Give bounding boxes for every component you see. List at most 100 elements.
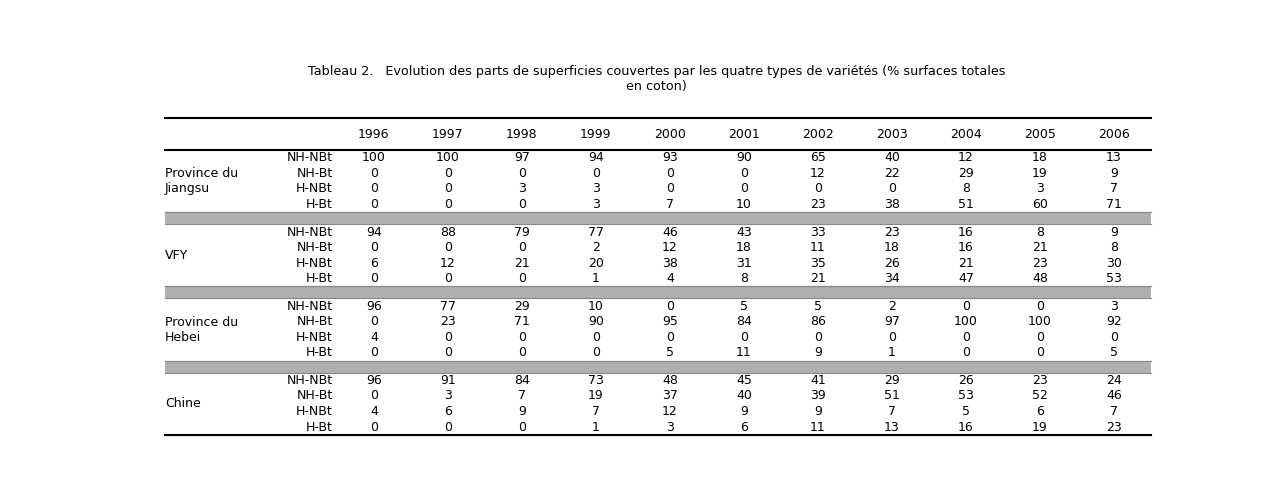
Text: H-Bt: H-Bt <box>306 346 333 359</box>
Text: NH-Bt: NH-Bt <box>297 241 333 254</box>
Text: 0: 0 <box>443 198 452 211</box>
Text: 11: 11 <box>810 241 826 254</box>
Text: 0: 0 <box>666 183 674 196</box>
Text: 9: 9 <box>813 405 822 418</box>
Text: 0: 0 <box>370 241 378 254</box>
Text: 0: 0 <box>962 346 970 359</box>
Text: 0: 0 <box>518 167 526 180</box>
Text: 0: 0 <box>370 198 378 211</box>
Bar <box>165 287 1150 298</box>
Text: 0: 0 <box>370 183 378 196</box>
Text: Tableau 2.   Evolution des parts de superficies couvertes par les quatre types d: Tableau 2. Evolution des parts de superf… <box>307 65 1006 93</box>
Text: H-Bt: H-Bt <box>306 272 333 285</box>
Text: 100: 100 <box>954 315 977 328</box>
Text: 1: 1 <box>592 421 600 434</box>
Text: NH-NBt: NH-NBt <box>287 151 333 164</box>
Text: 0: 0 <box>443 331 452 344</box>
Text: 0: 0 <box>443 241 452 254</box>
Text: 52: 52 <box>1032 390 1048 402</box>
Text: 2: 2 <box>592 241 600 254</box>
Text: 86: 86 <box>810 315 826 328</box>
Text: 0: 0 <box>666 167 674 180</box>
Text: 13: 13 <box>884 421 899 434</box>
Text: 26: 26 <box>958 374 974 387</box>
Text: 16: 16 <box>958 241 974 254</box>
Text: 0: 0 <box>1036 331 1044 344</box>
Text: 6: 6 <box>370 256 378 270</box>
Text: 3: 3 <box>592 198 600 211</box>
Text: 1998: 1998 <box>506 128 538 141</box>
Text: 12: 12 <box>958 151 974 164</box>
Text: 100: 100 <box>1027 315 1052 328</box>
Text: 53: 53 <box>1106 272 1122 285</box>
Text: 84: 84 <box>514 374 530 387</box>
Text: 10: 10 <box>737 198 752 211</box>
Text: 0: 0 <box>370 272 378 285</box>
Text: 29: 29 <box>884 374 899 387</box>
Text: 77: 77 <box>588 226 603 239</box>
Text: 16: 16 <box>958 226 974 239</box>
Text: 26: 26 <box>884 256 899 270</box>
Text: 0: 0 <box>592 331 600 344</box>
Text: 29: 29 <box>958 167 974 180</box>
Text: 9: 9 <box>518 405 525 418</box>
Text: NH-Bt: NH-Bt <box>297 390 333 402</box>
Text: 29: 29 <box>514 300 530 313</box>
Text: 65: 65 <box>810 151 826 164</box>
Text: 0: 0 <box>666 331 674 344</box>
Text: 9: 9 <box>1109 167 1118 180</box>
Text: 79: 79 <box>514 226 530 239</box>
Text: 0: 0 <box>813 331 822 344</box>
Text: 20: 20 <box>588 256 603 270</box>
Text: 0: 0 <box>518 241 526 254</box>
Text: 91: 91 <box>439 374 456 387</box>
Text: 96: 96 <box>366 300 382 313</box>
Text: 0: 0 <box>962 300 970 313</box>
Text: 0: 0 <box>518 346 526 359</box>
Text: 38: 38 <box>884 198 899 211</box>
Text: 84: 84 <box>737 315 752 328</box>
Text: 0: 0 <box>443 272 452 285</box>
Text: 71: 71 <box>514 315 530 328</box>
Text: 0: 0 <box>443 421 452 434</box>
Text: 94: 94 <box>366 226 382 239</box>
Text: 19: 19 <box>1032 421 1048 434</box>
Text: 0: 0 <box>370 421 378 434</box>
Text: 6: 6 <box>445 405 452 418</box>
Text: 71: 71 <box>1106 198 1122 211</box>
Text: 0: 0 <box>518 272 526 285</box>
Text: 45: 45 <box>737 374 752 387</box>
Text: 3: 3 <box>1036 183 1044 196</box>
Text: 30: 30 <box>1106 256 1122 270</box>
Text: 23: 23 <box>1032 374 1048 387</box>
Text: 21: 21 <box>958 256 974 270</box>
Text: 37: 37 <box>662 390 678 402</box>
Text: 90: 90 <box>588 315 603 328</box>
Text: 38: 38 <box>662 256 678 270</box>
Text: 23: 23 <box>884 226 899 239</box>
Bar <box>165 212 1150 224</box>
Text: 40: 40 <box>884 151 899 164</box>
Text: 7: 7 <box>592 405 600 418</box>
Text: 0: 0 <box>888 183 895 196</box>
Text: 97: 97 <box>514 151 530 164</box>
Text: 0: 0 <box>370 167 378 180</box>
Text: 5: 5 <box>666 346 674 359</box>
Text: 0: 0 <box>666 300 674 313</box>
Text: 60: 60 <box>1032 198 1048 211</box>
Text: 0: 0 <box>518 198 526 211</box>
Text: 0: 0 <box>740 183 748 196</box>
Text: 6: 6 <box>1036 405 1044 418</box>
Text: 48: 48 <box>662 374 678 387</box>
Text: 47: 47 <box>958 272 974 285</box>
Text: 7: 7 <box>666 198 674 211</box>
Text: 5: 5 <box>962 405 970 418</box>
Text: 23: 23 <box>1106 421 1122 434</box>
Text: Province du
Jiangsu: Province du Jiangsu <box>165 167 238 195</box>
Text: 0: 0 <box>888 331 895 344</box>
Text: H-NBt: H-NBt <box>296 183 333 196</box>
Text: 3: 3 <box>445 390 452 402</box>
Text: 18: 18 <box>884 241 899 254</box>
Text: 18: 18 <box>737 241 752 254</box>
Text: 0: 0 <box>370 315 378 328</box>
